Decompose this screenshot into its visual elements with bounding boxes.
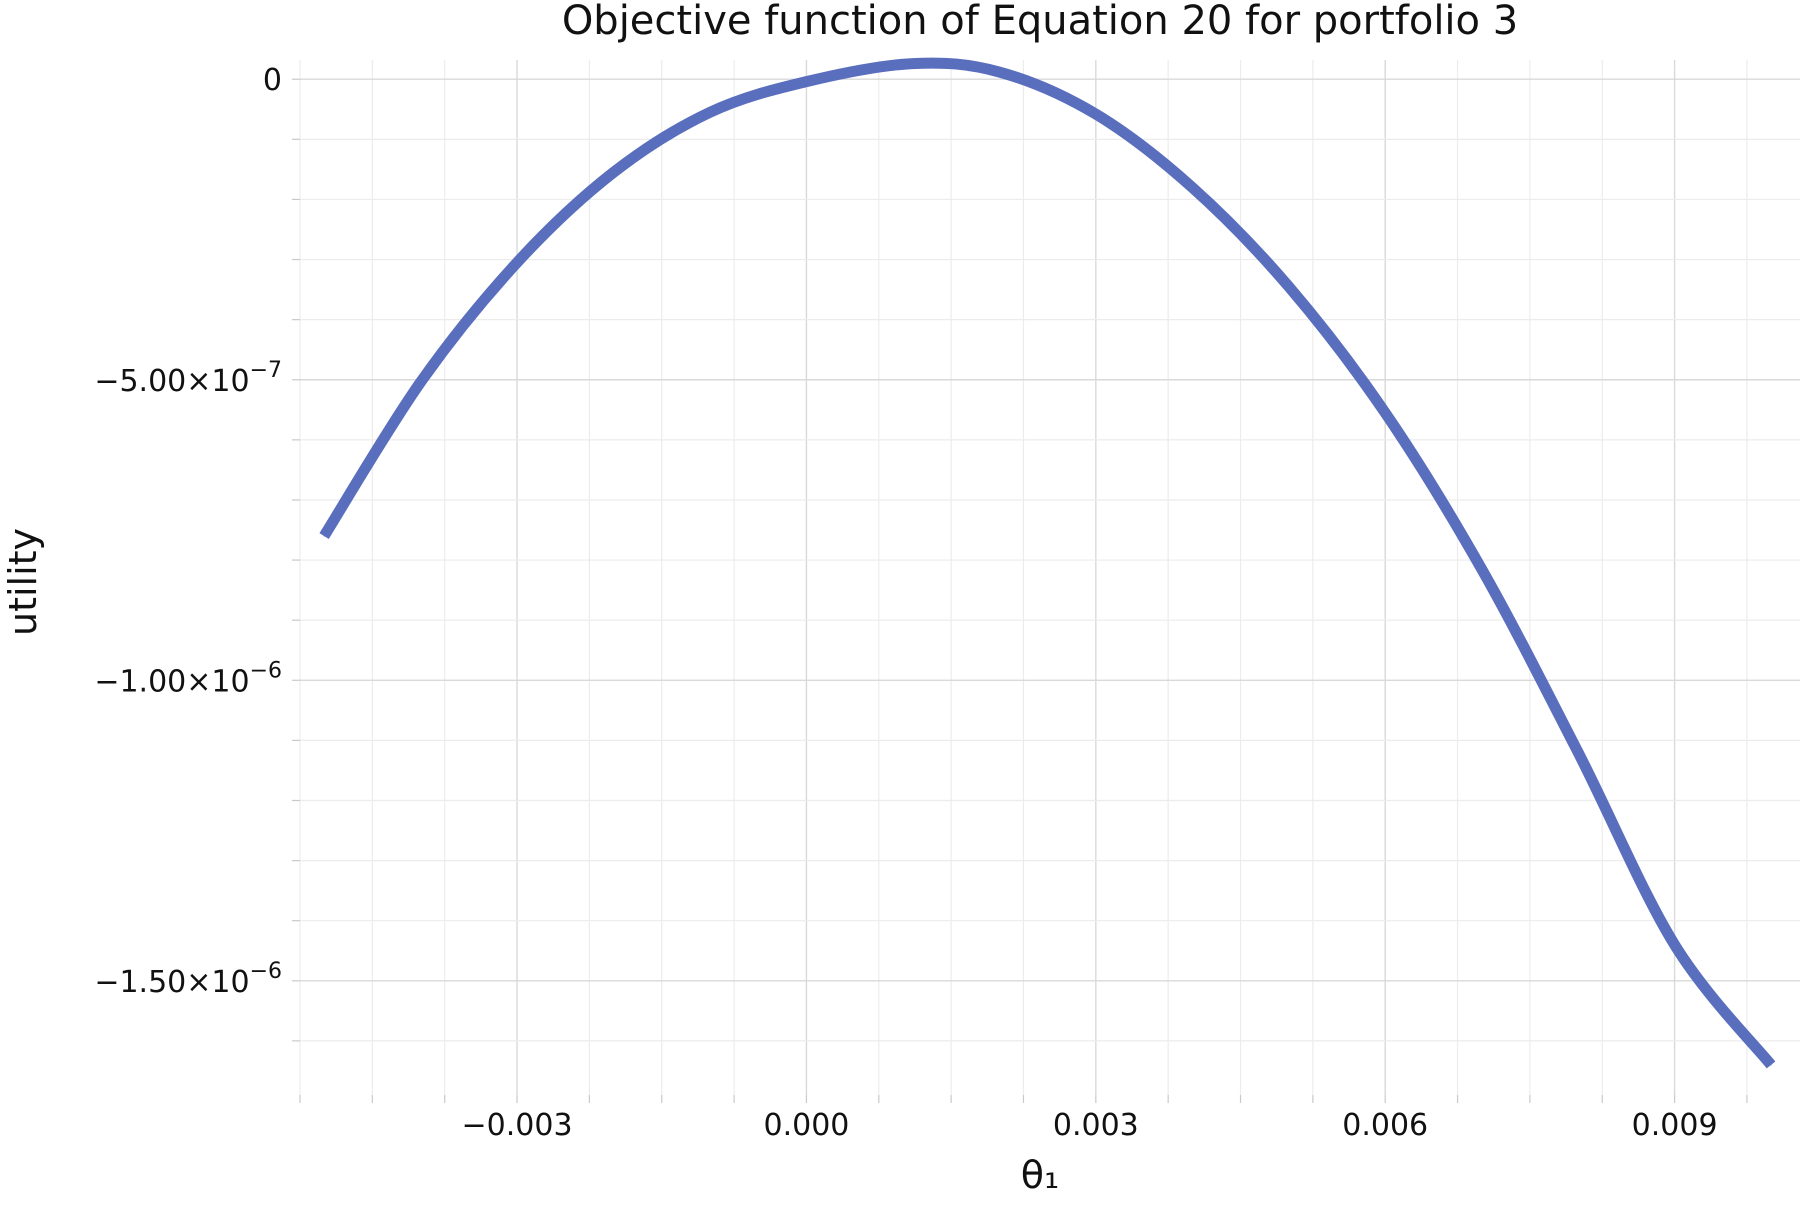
data-point [1288, 286, 1289, 287]
y-tick-label: −1.00×10−6 [94, 658, 282, 699]
x-tick-label: 0.009 [1632, 1108, 1718, 1143]
data-point [1674, 944, 1675, 945]
y-tick-mantissa: −1.00×10 [94, 664, 249, 699]
x-tick-label: 0.003 [1053, 1108, 1139, 1143]
data-point [999, 72, 1000, 73]
series-line [324, 63, 1771, 1065]
data-point [420, 382, 421, 383]
y-tick-mantissa: −1.50×10 [94, 965, 249, 1000]
data-point [324, 536, 325, 537]
y-tick-exponent: −6 [250, 959, 282, 984]
y-tick-label: −5.00×10−7 [94, 358, 282, 399]
y-tick-label: −1.50×10−6 [94, 959, 282, 1000]
data-point [1481, 569, 1482, 570]
x-tick-label: 0.006 [1342, 1108, 1428, 1143]
data-point [912, 63, 913, 64]
y-tick-label: 0 [263, 63, 282, 98]
data-point [1385, 412, 1386, 413]
data-point [806, 81, 807, 82]
chart-title: Objective function of Equation 20 for po… [562, 0, 1518, 44]
data-point [1771, 1064, 1772, 1065]
y-tick-mantissa: 0 [263, 63, 282, 98]
grid-layer [300, 60, 1800, 1095]
y-tick-exponent: −6 [250, 658, 282, 683]
y-tick-exponent: −7 [250, 358, 282, 383]
data-point [1192, 187, 1193, 188]
data-point [709, 112, 710, 113]
y-axis-label: utility [1, 528, 45, 636]
y-tick-mantissa: −5.00×10 [94, 364, 249, 399]
x-tick-label: 0.000 [763, 1108, 849, 1143]
x-tick-label: −0.003 [462, 1108, 573, 1143]
data-point [517, 262, 518, 263]
data-point [1095, 114, 1096, 115]
x-axis-label: θ₁ [1021, 1153, 1059, 1197]
series-layer [324, 63, 1772, 1065]
data-point [1578, 752, 1579, 753]
data-point [613, 172, 614, 173]
